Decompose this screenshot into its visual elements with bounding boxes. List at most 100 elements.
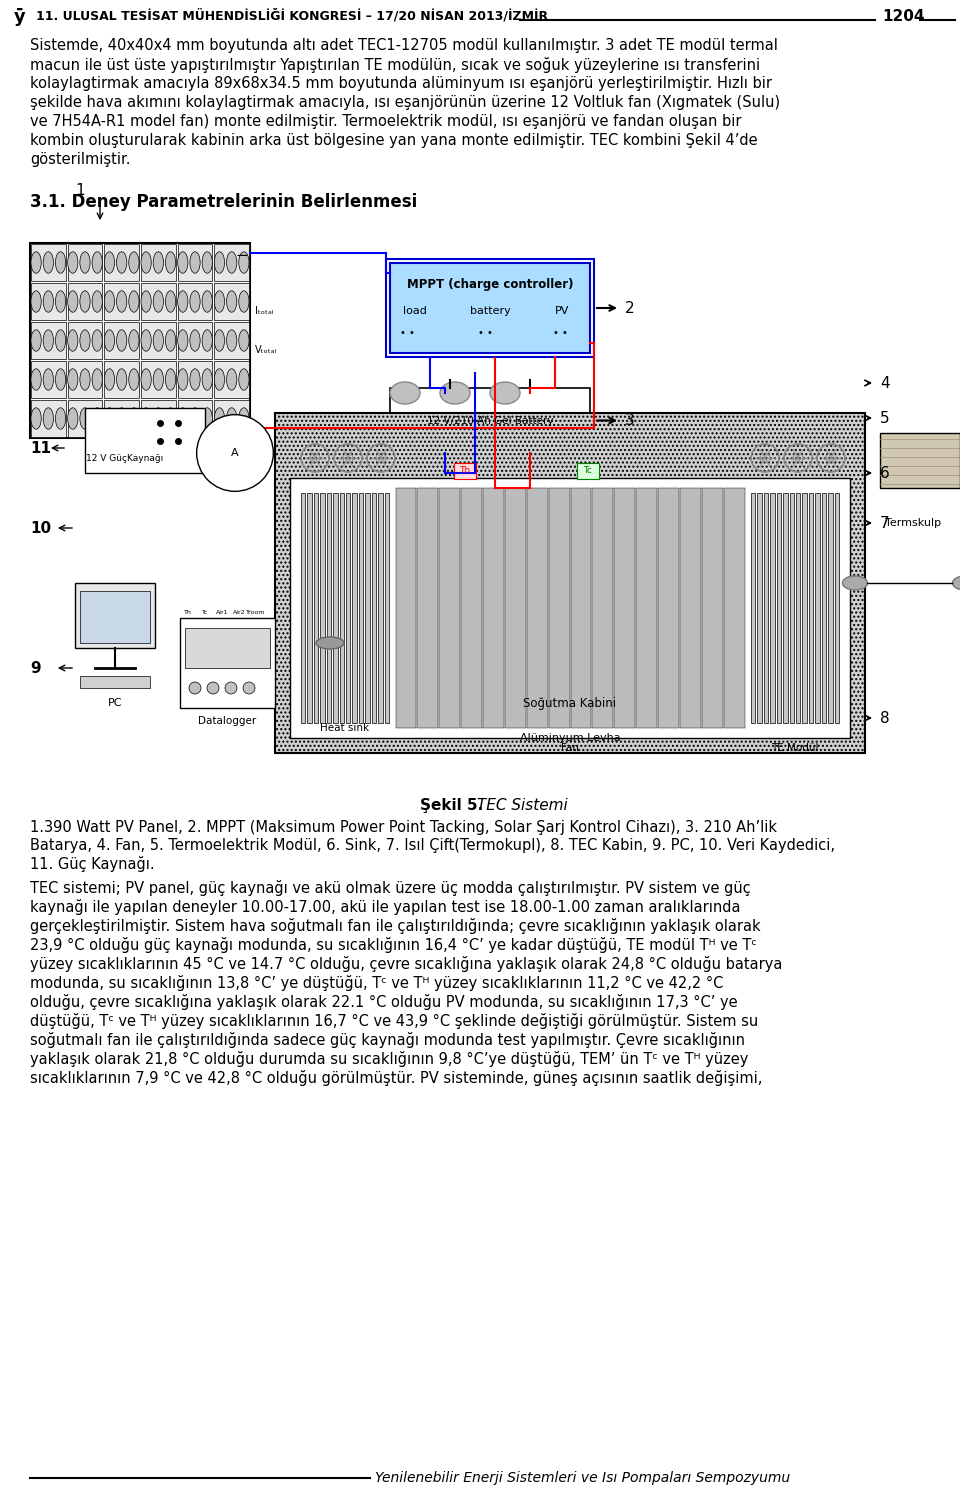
Text: soğutmalı fan ile çalıştırıldığında sadece güç kaynağı modunda test yapılmıştır.: soğutmalı fan ile çalıştırıldığında sade… xyxy=(30,1032,745,1049)
Ellipse shape xyxy=(129,329,139,352)
Bar xyxy=(178,399,212,437)
Bar xyxy=(275,413,865,752)
Ellipse shape xyxy=(154,290,163,313)
Bar xyxy=(751,494,756,723)
Text: 12 V GüçKaynağı: 12 V GüçKaynağı xyxy=(86,453,163,462)
Text: +: + xyxy=(235,414,249,429)
Bar xyxy=(105,399,139,437)
Text: PV: PV xyxy=(555,307,569,316)
Ellipse shape xyxy=(105,370,114,390)
Ellipse shape xyxy=(43,290,54,313)
Bar xyxy=(105,361,139,398)
Bar xyxy=(178,322,212,359)
Ellipse shape xyxy=(190,290,200,313)
Bar xyxy=(67,283,103,320)
Bar xyxy=(75,583,155,648)
Text: Soğutma Kabini: Soğutma Kabini xyxy=(523,697,616,709)
Text: Tc: Tc xyxy=(583,465,592,474)
Ellipse shape xyxy=(227,251,237,274)
Ellipse shape xyxy=(116,329,127,352)
Ellipse shape xyxy=(56,329,65,352)
Text: Th: Th xyxy=(460,465,470,474)
Ellipse shape xyxy=(190,329,200,352)
Text: 7: 7 xyxy=(880,516,890,531)
Bar xyxy=(31,283,65,320)
Bar xyxy=(67,399,103,437)
Bar xyxy=(483,488,504,729)
Bar xyxy=(214,322,249,359)
Ellipse shape xyxy=(67,290,78,313)
Text: Tc: Tc xyxy=(202,610,208,615)
FancyBboxPatch shape xyxy=(577,462,598,479)
Ellipse shape xyxy=(239,251,249,274)
Text: Şekil 5.: Şekil 5. xyxy=(420,797,483,812)
Bar xyxy=(757,494,762,723)
Text: düştüğü, Tᶜ ve Tᴴ yüzey sıcaklıklarının 16,7 °C ve 43,9 °C şeklinde değiştiği gö: düştüğü, Tᶜ ve Tᴴ yüzey sıcaklıklarının … xyxy=(30,1013,758,1029)
Text: Th: Th xyxy=(184,610,192,615)
Bar xyxy=(178,361,212,398)
Ellipse shape xyxy=(203,251,212,274)
Ellipse shape xyxy=(316,637,344,649)
Bar xyxy=(505,488,526,729)
Ellipse shape xyxy=(154,329,163,352)
Bar xyxy=(614,488,636,729)
Text: Iₜₒₜₐₗ: Iₜₒₜₐₗ xyxy=(255,307,274,316)
Bar xyxy=(80,676,150,688)
Bar xyxy=(31,361,65,398)
Text: Air1: Air1 xyxy=(216,610,228,615)
Ellipse shape xyxy=(154,370,163,390)
Ellipse shape xyxy=(203,408,212,429)
Bar xyxy=(307,494,312,723)
Ellipse shape xyxy=(80,408,90,429)
Bar xyxy=(702,488,723,729)
Text: 2: 2 xyxy=(625,301,635,316)
Ellipse shape xyxy=(141,251,152,274)
Bar xyxy=(378,494,383,723)
Text: 1: 1 xyxy=(75,183,84,197)
Bar xyxy=(178,244,212,281)
Bar xyxy=(31,322,65,359)
Ellipse shape xyxy=(178,408,188,429)
Text: • •: • • xyxy=(553,328,567,338)
Text: TEC sistemi; PV panel, güç kaynağı ve akü olmak üzere üç modda çalıştırılmıştır.: TEC sistemi; PV panel, güç kaynağı ve ak… xyxy=(30,880,751,896)
Text: battery: battery xyxy=(469,307,511,316)
Ellipse shape xyxy=(214,290,225,313)
Ellipse shape xyxy=(190,408,200,429)
Ellipse shape xyxy=(214,408,225,429)
Ellipse shape xyxy=(178,370,188,390)
Ellipse shape xyxy=(227,408,237,429)
Bar xyxy=(366,494,370,723)
Text: 8: 8 xyxy=(880,711,890,726)
Text: load: load xyxy=(403,307,427,316)
Text: kolaylagtirmak amacıyla 89x68x34.5 mm boyutunda alüminyum ısı eşanjörü yerleştir: kolaylagtirmak amacıyla 89x68x34.5 mm bo… xyxy=(30,76,772,91)
Bar xyxy=(724,488,745,729)
Text: ȳ: ȳ xyxy=(14,7,26,25)
Ellipse shape xyxy=(56,251,65,274)
Text: ve 7H54A-R1 model fan) monte edilmiştir. Termoelektrik modül, ısı eşanjörü ve fa: ve 7H54A-R1 model fan) monte edilmiştir.… xyxy=(30,114,741,129)
Text: yüzey sıcaklıklarının 45 °C ve 14.7 °C olduğu, çevre sıcaklığına yaklaşık olarak: yüzey sıcaklıklarının 45 °C ve 14.7 °C o… xyxy=(30,956,782,972)
Text: şekilde hava akımını kolaylagtirmak amacıyla, ısı eşanjörünün üzerine 12 Voltluk: şekilde hava akımını kolaylagtirmak amac… xyxy=(30,96,780,111)
Ellipse shape xyxy=(203,290,212,313)
Ellipse shape xyxy=(165,251,176,274)
Bar xyxy=(548,488,569,729)
Text: Batarya, 4. Fan, 5. Termoelektrik Modül, 6. Sink, 7. Isıl Çift(Termokupl), 8. TE: Batarya, 4. Fan, 5. Termoelektrik Modül,… xyxy=(30,838,835,853)
Text: Yenilenebilir Enerji Sistemleri ve Isı Pompaları Sempozyumu: Yenilenebilir Enerji Sistemleri ve Isı P… xyxy=(375,1471,790,1486)
Bar xyxy=(180,618,275,708)
Text: TE Modül: TE Modül xyxy=(771,744,819,752)
Text: −: − xyxy=(235,248,249,263)
Bar xyxy=(770,494,775,723)
Bar xyxy=(390,387,590,453)
Ellipse shape xyxy=(227,329,237,352)
Ellipse shape xyxy=(129,290,139,313)
Bar xyxy=(31,244,65,281)
Bar xyxy=(141,244,176,281)
Text: kombin oluşturularak kabinin arka üst bölgesine yan yana monte edilmiştir. TEC k: kombin oluşturularak kabinin arka üst bö… xyxy=(30,133,757,148)
Bar xyxy=(185,628,270,669)
Ellipse shape xyxy=(165,408,176,429)
Bar xyxy=(314,494,319,723)
Bar xyxy=(372,494,376,723)
Ellipse shape xyxy=(165,290,176,313)
Bar xyxy=(834,494,839,723)
Text: 3: 3 xyxy=(625,413,635,428)
Ellipse shape xyxy=(227,370,237,390)
